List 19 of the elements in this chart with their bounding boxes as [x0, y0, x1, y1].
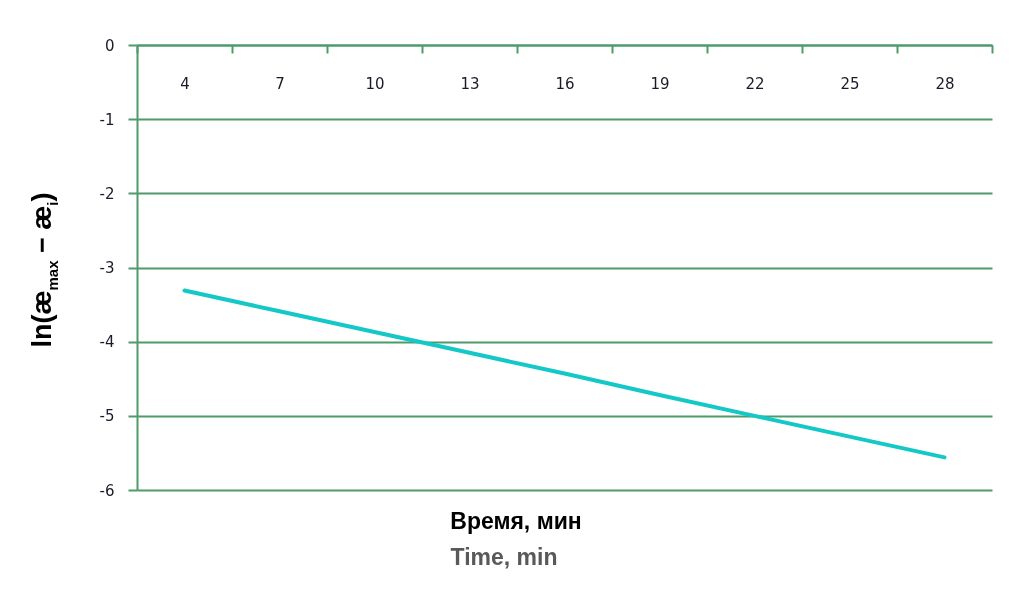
y-tick-label: -3	[99, 259, 115, 277]
y-tick-label: -5	[99, 407, 115, 426]
x-tick-label: 22	[745, 74, 765, 93]
y-tick-label: -2	[99, 184, 115, 203]
y-tick-label: -1	[99, 110, 115, 129]
y-tick-label: -4	[99, 333, 115, 352]
line-series	[182, 288, 947, 460]
text: Time, min	[450, 544, 558, 571]
x-tick-label: 7	[275, 74, 285, 93]
x-tick-label: 28	[935, 74, 955, 93]
x-tick-label: 13	[460, 74, 480, 93]
x-tick-label: 4	[180, 74, 190, 93]
x-tick-label: 16	[555, 74, 575, 93]
x-axis-title: Время, мин	[450, 508, 582, 535]
x-tick-label: 10	[365, 74, 385, 93]
x-tick-label: 19	[650, 74, 670, 93]
x-tick-label: 25	[840, 74, 860, 93]
y-tick-label: 0	[104, 36, 115, 55]
y-tick-label: -6	[99, 481, 115, 500]
